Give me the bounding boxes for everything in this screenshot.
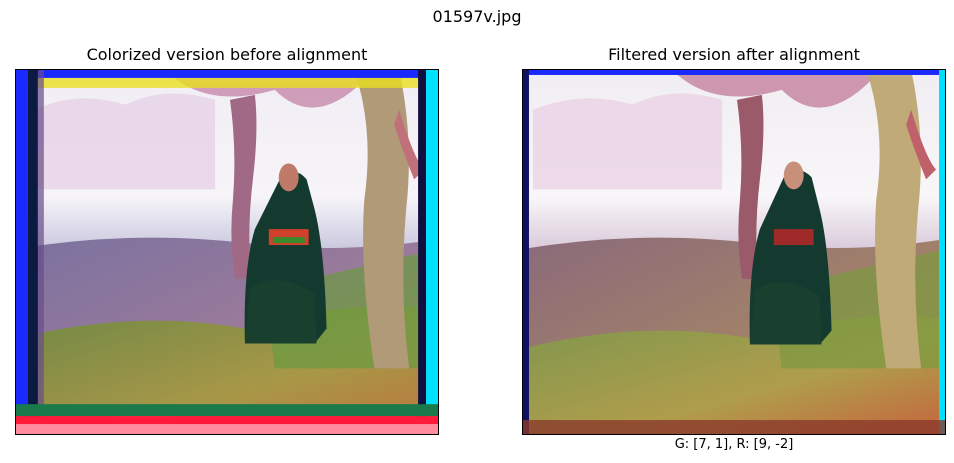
colorized-photo — [16, 70, 438, 434]
right-panel-title: Filtered version after alignment — [608, 45, 860, 64]
filtered-photo — [523, 70, 945, 434]
left-panel-title: Colorized version before alignment — [86, 45, 368, 64]
colorized-image-before-alignment — [15, 69, 439, 435]
figure-title: 01597v.jpg — [432, 7, 522, 26]
alignment-offsets-label: G: [7, 1], R: [9, -2] — [674, 437, 794, 452]
filtered-image-after-alignment — [522, 69, 946, 435]
